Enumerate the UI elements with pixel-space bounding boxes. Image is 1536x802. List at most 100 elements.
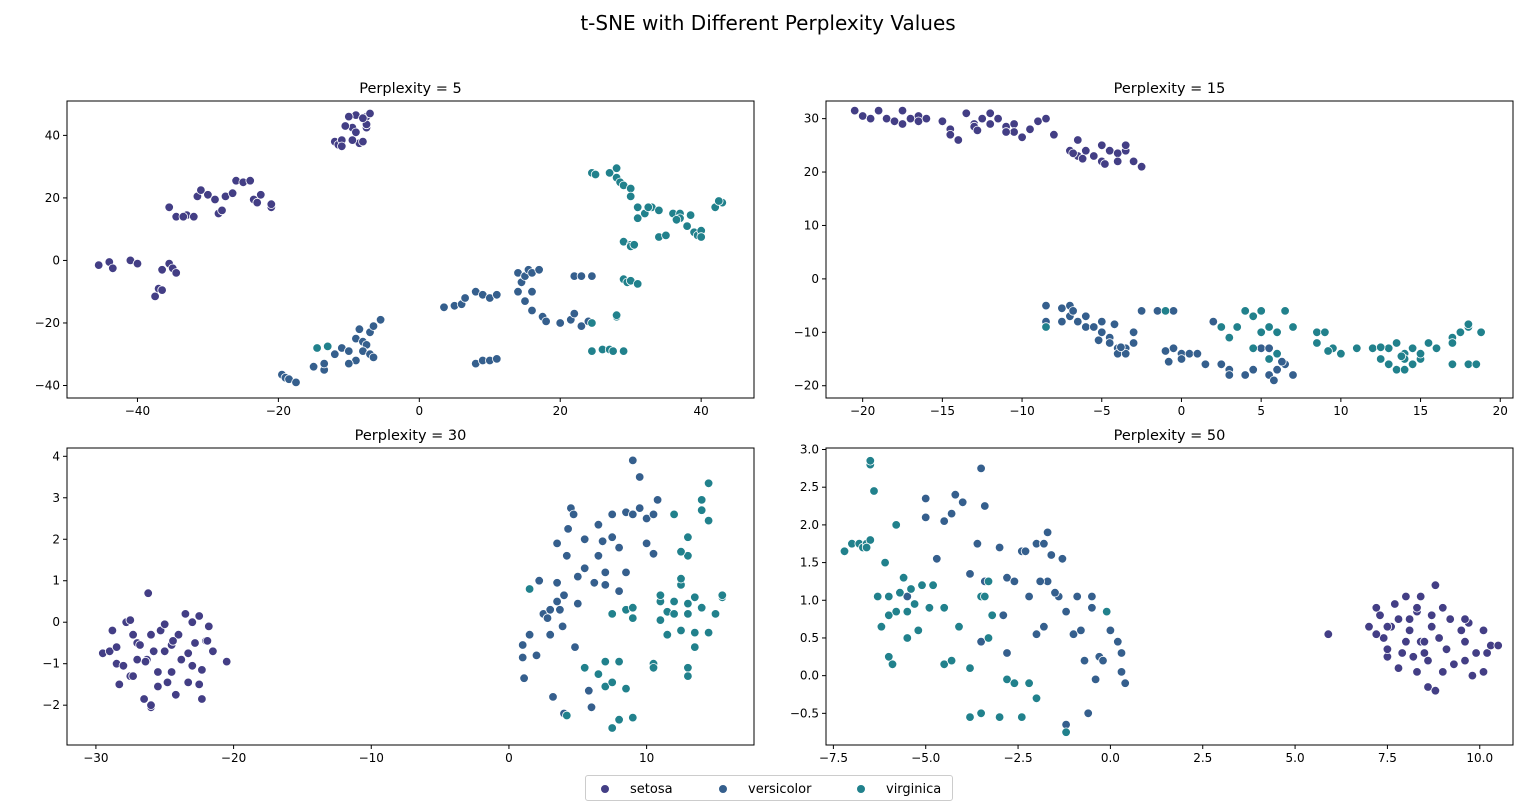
scatter-point-versicolor (1042, 527, 1053, 538)
scatter-point-versicolor (580, 534, 590, 545)
scatter-point-setosa (93, 260, 104, 270)
scatter-point-setosa (365, 108, 375, 119)
scatter-point-versicolor (555, 605, 565, 615)
scatter-point-versicolor (1128, 327, 1139, 338)
x-tick-label: −20 (221, 751, 246, 765)
scatter-point-setosa (1441, 644, 1452, 655)
scatter-point-setosa (977, 113, 987, 124)
legend-marker-virginica (856, 784, 866, 794)
scatter-point-virginica (683, 551, 693, 561)
scatter-point-versicolor (1192, 349, 1203, 359)
scatter-point-virginica (898, 573, 909, 583)
scatter-point-setosa (148, 646, 159, 657)
scatter-point-virginica (587, 346, 597, 356)
scatter-point-versicolor (1050, 588, 1060, 598)
scatter-point-setosa (337, 141, 347, 152)
scatter-point-virginica (1396, 351, 1407, 362)
scatter-point-setosa (1049, 129, 1059, 140)
scatter-point-virginica (1455, 327, 1466, 338)
scatter-point-virginica (861, 542, 872, 553)
scatter-point-setosa (166, 667, 177, 677)
y-tick-label: −10 (794, 325, 819, 339)
scatter-point-versicolor (1248, 365, 1258, 375)
y-tick-label: −20 (794, 379, 819, 393)
scatter-point-versicolor (368, 352, 379, 363)
y-tick-label: −1 (42, 657, 60, 671)
scatter-point-virginica (600, 656, 611, 667)
scatter-point-versicolor (652, 495, 663, 505)
scatter-point-setosa (1478, 625, 1489, 636)
scatter-point-setosa (194, 611, 204, 621)
scatter-point-setosa (1426, 622, 1437, 632)
y-tick-label: 20 (45, 191, 60, 205)
scatter-point-setosa (180, 609, 191, 619)
scatter-point-virginica (1336, 349, 1346, 359)
scatter-point-setosa (1323, 629, 1334, 639)
scatter-point-versicolor (562, 551, 572, 561)
x-tick-label: 7.5 (1378, 751, 1397, 765)
scatter-point-setosa (157, 265, 167, 275)
scatter-point-virginica (1041, 322, 1051, 332)
scatter-point-setosa (173, 630, 184, 640)
scatter-point-virginica (683, 598, 693, 609)
chart-title: Perplexity = 50 (1114, 428, 1226, 444)
scatter-point-virginica (626, 183, 636, 194)
scatter-point-versicolor (545, 605, 555, 615)
scatter-point-virginica (690, 592, 700, 603)
scatter-point-setosa (153, 667, 163, 677)
scatter-point-virginica (607, 609, 617, 619)
x-tick-label: 0 (505, 751, 513, 765)
scatter-point-versicolor (555, 318, 565, 328)
scatter-point-versicolor (1208, 316, 1219, 327)
scatter-point-virginica (690, 627, 700, 638)
x-tick-label: −2.5 (1003, 751, 1032, 765)
scatter-point-virginica (697, 505, 707, 515)
scatter-point-versicolor (580, 563, 590, 574)
scatter-point-versicolor (531, 650, 542, 661)
scatter-point-versicolor (628, 455, 638, 466)
scatter-point-versicolor (492, 354, 502, 364)
scatter-point-versicolor (600, 580, 611, 590)
scatter-point-setosa (358, 136, 368, 147)
scatter-point-virginica (1272, 327, 1282, 338)
x-tick-label: 10 (639, 751, 654, 765)
scatter-point-versicolor (1039, 539, 1049, 549)
scatter-point-setosa (197, 694, 207, 704)
scatter-point-versicolor (584, 686, 594, 696)
scatter-point-virginica (839, 546, 850, 557)
scatter-point-setosa (245, 175, 255, 186)
scatter-point-setosa (202, 636, 213, 646)
scatter-point-virginica (924, 603, 935, 613)
scatter-point-versicolor (589, 578, 600, 588)
scatter-point-versicolor (557, 621, 568, 632)
scatter-point-versicolor (648, 509, 659, 520)
scatter-point-setosa (128, 630, 138, 640)
scatter-point-setosa (221, 656, 232, 667)
scatter-point-virginica (655, 615, 666, 625)
y-tick-label: −20 (35, 316, 60, 330)
scatter-point-setosa (858, 111, 868, 121)
scatter-point-virginica (608, 346, 618, 356)
scatter-point-versicolor (552, 538, 562, 549)
y-tick-label: 4 (52, 449, 60, 463)
scatter-point-virginica (917, 580, 927, 590)
scatter-point-versicolor (330, 349, 340, 359)
scatter-point-versicolor (614, 586, 624, 596)
scatter-point-virginica (1160, 306, 1171, 316)
scatter-point-setosa (208, 646, 218, 657)
scatter-point-setosa (1077, 153, 1088, 164)
y-tick-label: 1 (52, 574, 60, 588)
scatter-point-versicolor (593, 520, 604, 530)
scatter-point-virginica (1264, 322, 1274, 332)
scatter-point-versicolor (542, 613, 553, 623)
y-tick-label: 0 (52, 253, 60, 267)
scatter-point-virginica (669, 609, 679, 619)
scatter-point-setosa (1401, 637, 1411, 647)
scatter-point-virginica (590, 169, 601, 180)
scatter-point-setosa (1390, 599, 1400, 609)
scatter-point-virginica (880, 557, 890, 568)
scatter-point-virginica (607, 723, 617, 733)
scatter-point-versicolor (939, 516, 949, 526)
scatter-point-virginica (865, 456, 876, 466)
scatter-point-versicolor (375, 315, 386, 325)
